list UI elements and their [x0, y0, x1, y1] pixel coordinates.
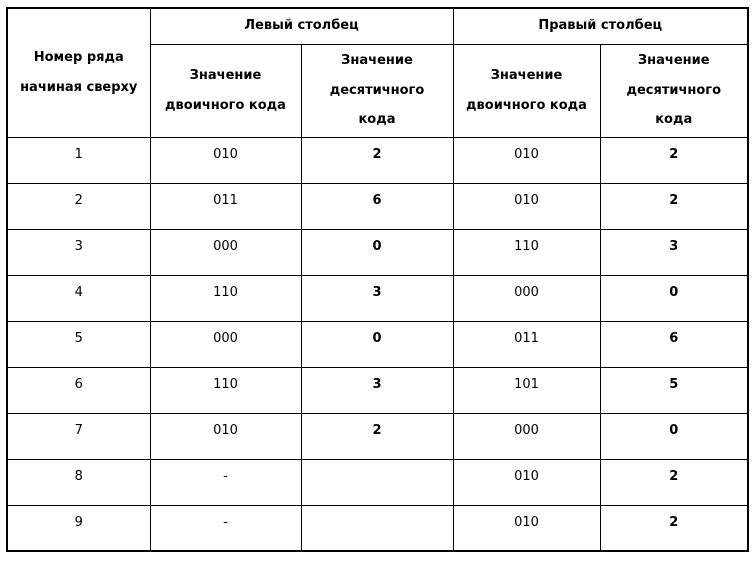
cell-left-decimal: 3	[300, 366, 454, 414]
cell-left-decimal	[300, 458, 454, 506]
cell-left-decimal: 0	[300, 320, 454, 368]
header-right-binary: Значение двоичного кода	[452, 43, 601, 138]
header-left-decimal: Значение десятичного кода	[300, 43, 454, 138]
cell-left-decimal: 2	[300, 136, 454, 184]
cell-right-binary: 000	[452, 274, 601, 322]
cell-right-binary: 110	[452, 228, 601, 276]
header-right-decimal: Значение десятичного кода	[599, 43, 749, 138]
cell-left-binary: 010	[149, 412, 302, 460]
cell-row-number: 5	[6, 320, 151, 368]
table-row: 5 000 0 011 6	[6, 320, 749, 368]
cell-right-binary: 010	[452, 136, 601, 184]
cell-right-decimal: 2	[599, 458, 749, 506]
cell-row-number: 6	[6, 366, 151, 414]
cell-left-decimal: 2	[300, 412, 454, 460]
cell-row-number: 7	[6, 412, 151, 460]
cell-left-binary: 000	[149, 228, 302, 276]
cell-left-decimal: 0	[300, 228, 454, 276]
cell-row-number: 9	[6, 504, 151, 552]
cell-right-binary: 010	[452, 458, 601, 506]
cell-left-binary: -	[149, 458, 302, 506]
table-row: 7 010 2 000 0	[6, 412, 749, 460]
binary-decimal-table: Номер ряда начиная сверху Левый столбец …	[6, 7, 749, 552]
header-row-number: Номер ряда начиная сверху	[6, 7, 151, 138]
table-row: 6 110 3 101 5	[6, 366, 749, 414]
table-row: 2 011 6 010 2	[6, 182, 749, 230]
cell-left-binary: 110	[149, 274, 302, 322]
table-row: 8 - 010 2	[6, 458, 749, 506]
cell-left-binary: 011	[149, 182, 302, 230]
table-row: 9 - 010 2	[6, 504, 749, 552]
cell-row-number: 1	[6, 136, 151, 184]
table-row: 1 010 2 010 2	[6, 136, 749, 184]
cell-left-binary: 010	[149, 136, 302, 184]
cell-right-binary: 010	[452, 504, 601, 552]
header-right-group: Правый столбец	[452, 7, 749, 45]
cell-right-binary: 011	[452, 320, 601, 368]
cell-right-binary: 101	[452, 366, 601, 414]
cell-left-binary: 110	[149, 366, 302, 414]
cell-right-decimal: 0	[599, 274, 749, 322]
cell-row-number: 8	[6, 458, 151, 506]
table-row: 3 000 0 110 3	[6, 228, 749, 276]
header-sub-row: Значение двоичного кода Значение десятич…	[7, 43, 749, 138]
cell-right-decimal: 0	[599, 412, 749, 460]
cell-left-binary: -	[149, 504, 302, 552]
cell-right-binary: 010	[452, 182, 601, 230]
cell-row-number: 4	[6, 274, 151, 322]
cell-left-decimal	[300, 504, 454, 552]
cell-right-decimal: 2	[599, 136, 749, 184]
cell-right-decimal: 5	[599, 366, 749, 414]
cell-left-binary: 000	[149, 320, 302, 368]
header-left-binary: Значение двоичного кода	[149, 43, 302, 138]
cell-left-decimal: 6	[300, 182, 454, 230]
header-group-row: Номер ряда начиная сверху Левый столбец …	[6, 7, 749, 138]
cell-right-decimal: 3	[599, 228, 749, 276]
cell-row-number: 3	[6, 228, 151, 276]
cell-right-decimal: 2	[599, 504, 749, 552]
table-row: 4 110 3 000 0	[6, 274, 749, 322]
cell-right-decimal: 6	[599, 320, 749, 368]
cell-right-decimal: 2	[599, 182, 749, 230]
cell-right-binary: 000	[452, 412, 601, 460]
header-left-group: Левый столбец	[149, 7, 454, 45]
cell-row-number: 2	[6, 182, 151, 230]
cell-left-decimal: 3	[300, 274, 454, 322]
